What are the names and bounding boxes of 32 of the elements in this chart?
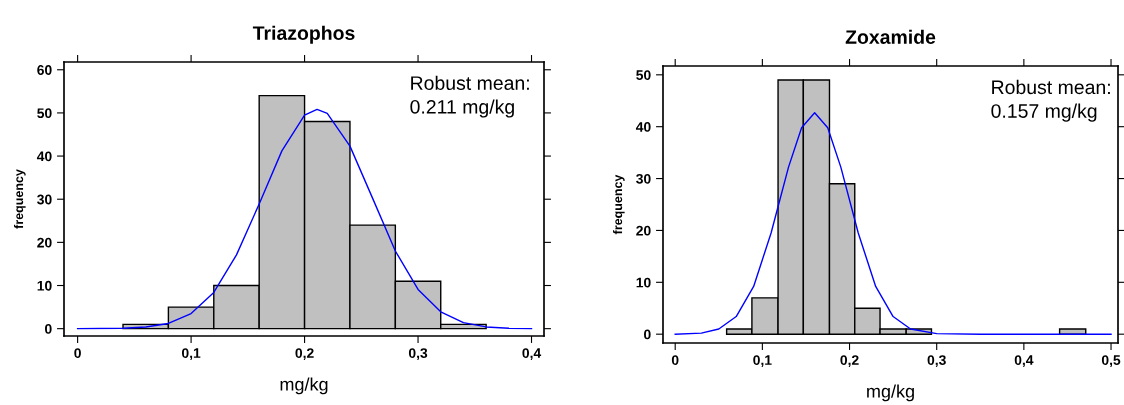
x-axis-title: mg/kg [280,377,328,395]
x-tick-label: 0,2 [295,348,314,361]
y-tick-label: 10 [37,280,52,291]
y-tick-label: 50 [37,108,52,119]
x-axis-title: mg/kg [867,384,914,402]
y-tick-label: 10 [636,277,651,288]
x-tick-label: 0,1 [753,355,772,368]
y-tick-label: 0 [644,329,651,340]
y-axis-title: frequency [612,174,625,235]
x-tick-label: 0 [671,355,679,366]
y-tick-label: 20 [37,237,52,248]
x-tick-label: 0,3 [408,348,428,361]
chart-title: Triazophos [252,25,355,44]
y-tick-label: 50 [636,70,651,80]
annotation: Robust mean: 0.157 mg/kg [991,79,1110,122]
y-tick-label: 60 [37,65,52,75]
x-tick-label: 0,3 [927,355,946,368]
x-tick-label: 0,1 [181,348,201,361]
y-tick-label: 20 [636,225,651,236]
y-tick-label: 40 [36,151,52,162]
annotation: Robust mean: 0.211 mg/kg [410,75,529,118]
x-tick-label: 0,5 [1101,355,1121,368]
x-tick-label: 0,2 [840,355,859,368]
y-tick-label: 30 [37,194,52,205]
x-tick-label: 0 [74,348,81,359]
y-tick-label: 40 [635,122,651,132]
x-tick-label: 0,4 [1014,355,1034,368]
chart-title: Zoxamide [845,29,936,44]
y-tick-label: 30 [636,173,651,184]
y-axis-title: frequency [13,169,26,229]
y-tick-label: 0 [45,324,52,334]
x-tick-label: 0,4 [522,348,542,361]
